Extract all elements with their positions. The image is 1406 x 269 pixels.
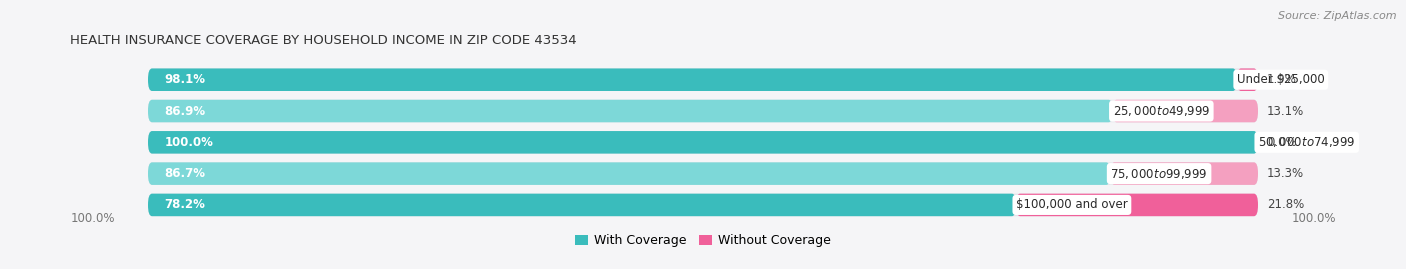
Text: 21.8%: 21.8% (1267, 199, 1305, 211)
Text: 86.7%: 86.7% (165, 167, 205, 180)
Text: $50,000 to $74,999: $50,000 to $74,999 (1258, 135, 1355, 149)
Text: $75,000 to $99,999: $75,000 to $99,999 (1111, 167, 1208, 180)
Legend: With Coverage, Without Coverage: With Coverage, Without Coverage (571, 229, 835, 252)
Text: 98.1%: 98.1% (165, 73, 205, 86)
FancyBboxPatch shape (1111, 162, 1258, 185)
Text: 100.0%: 100.0% (70, 212, 115, 225)
Text: HEALTH INSURANCE COVERAGE BY HOUSEHOLD INCOME IN ZIP CODE 43534: HEALTH INSURANCE COVERAGE BY HOUSEHOLD I… (70, 34, 576, 47)
Text: Under $25,000: Under $25,000 (1237, 73, 1324, 86)
FancyBboxPatch shape (148, 162, 1258, 185)
Text: 100.0%: 100.0% (165, 136, 214, 149)
FancyBboxPatch shape (148, 100, 1112, 122)
Text: 100.0%: 100.0% (1291, 212, 1336, 225)
Text: 78.2%: 78.2% (165, 199, 205, 211)
Text: $25,000 to $49,999: $25,000 to $49,999 (1112, 104, 1211, 118)
FancyBboxPatch shape (148, 131, 1258, 154)
Text: 13.3%: 13.3% (1267, 167, 1303, 180)
FancyBboxPatch shape (1017, 194, 1258, 216)
FancyBboxPatch shape (148, 194, 1017, 216)
Text: 1.9%: 1.9% (1267, 73, 1296, 86)
FancyBboxPatch shape (148, 131, 1258, 154)
Text: $100,000 and over: $100,000 and over (1017, 199, 1128, 211)
FancyBboxPatch shape (148, 68, 1237, 91)
Text: 13.1%: 13.1% (1267, 105, 1305, 118)
Text: Source: ZipAtlas.com: Source: ZipAtlas.com (1278, 11, 1396, 21)
FancyBboxPatch shape (148, 194, 1258, 216)
FancyBboxPatch shape (148, 68, 1258, 91)
Text: 86.9%: 86.9% (165, 105, 205, 118)
FancyBboxPatch shape (148, 100, 1258, 122)
FancyBboxPatch shape (1237, 68, 1258, 91)
Text: 0.0%: 0.0% (1267, 136, 1296, 149)
FancyBboxPatch shape (148, 162, 1111, 185)
FancyBboxPatch shape (1112, 100, 1258, 122)
